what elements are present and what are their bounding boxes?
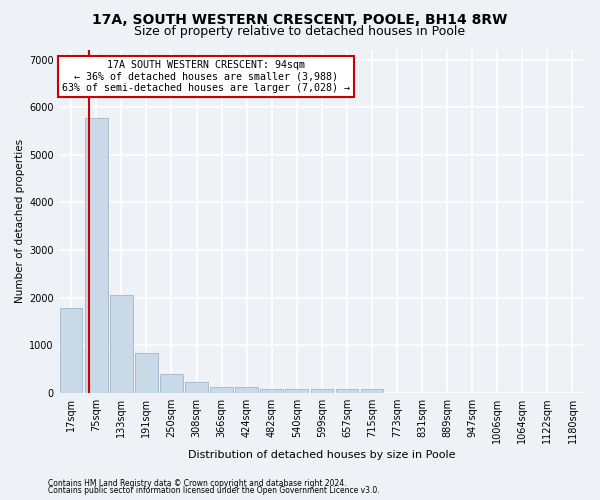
Bar <box>286 389 308 392</box>
Text: Size of property relative to detached houses in Poole: Size of property relative to detached ho… <box>134 25 466 38</box>
Text: Contains public sector information licensed under the Open Government Licence v3: Contains public sector information licen… <box>48 486 380 495</box>
X-axis label: Distribution of detached houses by size in Poole: Distribution of detached houses by size … <box>188 450 455 460</box>
Bar <box>60 308 82 392</box>
Bar <box>335 389 358 392</box>
Bar <box>185 382 208 392</box>
Bar <box>311 389 333 392</box>
Text: 17A, SOUTH WESTERN CRESCENT, POOLE, BH14 8RW: 17A, SOUTH WESTERN CRESCENT, POOLE, BH14… <box>92 12 508 26</box>
Bar <box>210 386 233 392</box>
Bar <box>135 352 158 393</box>
Bar <box>85 118 107 392</box>
Bar <box>235 387 258 392</box>
Y-axis label: Number of detached properties: Number of detached properties <box>15 140 25 304</box>
Text: Contains HM Land Registry data © Crown copyright and database right 2024.: Contains HM Land Registry data © Crown c… <box>48 478 347 488</box>
Bar <box>260 388 283 392</box>
Bar <box>361 389 383 392</box>
Bar <box>110 294 133 392</box>
Bar <box>160 374 183 392</box>
Text: 17A SOUTH WESTERN CRESCENT: 94sqm
← 36% of detached houses are smaller (3,988)
6: 17A SOUTH WESTERN CRESCENT: 94sqm ← 36% … <box>62 60 350 94</box>
